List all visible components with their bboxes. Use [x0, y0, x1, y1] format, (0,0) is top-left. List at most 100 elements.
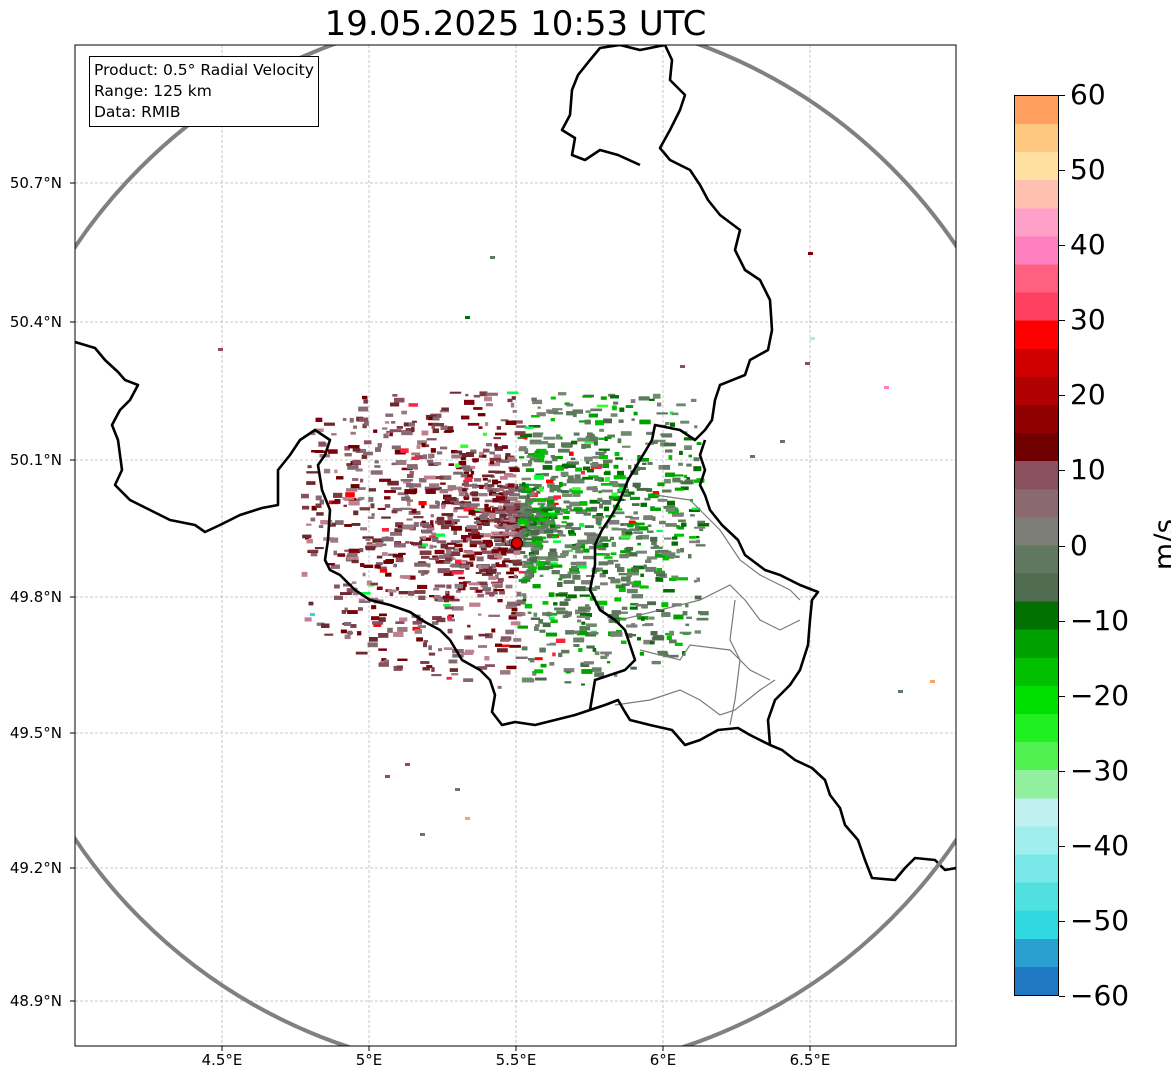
echo-cell	[578, 420, 590, 423]
echo-cell	[632, 482, 641, 488]
echo-cell	[372, 621, 384, 625]
echo-cell	[556, 610, 568, 615]
echo-cell	[348, 548, 360, 554]
echo-cell	[545, 520, 553, 524]
echo-cell	[405, 428, 415, 431]
echo-cell	[545, 566, 554, 569]
echo-cell	[576, 630, 587, 636]
echo-cell	[423, 642, 427, 648]
echo-cell	[480, 547, 487, 551]
echo-cell	[656, 412, 668, 415]
echo-cell	[526, 483, 536, 486]
echo-cell	[389, 592, 394, 596]
echo-cell	[464, 649, 475, 654]
echo-cell	[630, 521, 637, 526]
echo-cell	[438, 648, 443, 652]
echo-cell	[505, 420, 517, 425]
echo-cell	[604, 436, 608, 441]
echo-cell	[685, 604, 689, 608]
radar-site-marker[interactable]	[511, 537, 523, 549]
echo-cell	[594, 651, 600, 656]
echo-cell	[352, 590, 359, 596]
echo-cell	[370, 503, 375, 509]
echo-cell	[694, 425, 698, 429]
echo-cell	[587, 469, 594, 473]
echo-cell	[361, 454, 368, 459]
echo-cell	[364, 421, 369, 426]
echo-cell	[470, 470, 475, 475]
echo-cell	[385, 413, 394, 417]
echo-cell	[592, 462, 599, 467]
echo-cell	[402, 524, 414, 530]
echo-cell	[516, 599, 526, 605]
echo-cell	[492, 508, 498, 513]
echo-cell	[549, 642, 556, 645]
colorbar-tick-label: −50	[1070, 903, 1130, 937]
echo-cell	[488, 491, 497, 496]
echo-cell	[669, 577, 677, 581]
echo-cell	[620, 431, 632, 436]
colorbar-tick-mark	[1059, 320, 1065, 322]
echo-cell	[693, 457, 700, 462]
echo-cell	[522, 560, 531, 564]
echo-cell	[630, 399, 636, 403]
echo-cell	[617, 483, 627, 487]
echo-cell	[592, 541, 603, 545]
echo-cell	[465, 526, 473, 532]
echo-cell	[598, 526, 602, 529]
echo-cell	[506, 549, 518, 554]
echo-cell	[495, 510, 506, 514]
echo-cell	[594, 585, 600, 590]
echo-cell	[505, 629, 514, 635]
echo-cell	[519, 502, 528, 508]
echo-cell	[587, 486, 597, 490]
echo-cell	[440, 425, 448, 431]
echo-cell	[467, 422, 480, 426]
echo-cell	[463, 471, 469, 474]
echo-cell	[406, 518, 413, 521]
echo-cell	[532, 488, 536, 491]
echo-cell	[448, 659, 458, 664]
echo-cell	[395, 587, 400, 591]
echo-cell	[663, 654, 669, 658]
echo-cell	[625, 515, 633, 518]
echo-cell	[780, 440, 785, 443]
echo-cell	[590, 408, 603, 412]
echo-cell	[513, 550, 521, 555]
echo-cell	[434, 462, 442, 466]
echo-cell	[528, 425, 541, 428]
echo-cell	[335, 520, 344, 525]
echo-cell	[656, 555, 665, 558]
echo-cell	[347, 552, 358, 557]
echo-cell	[688, 509, 700, 512]
echo-cell	[690, 498, 693, 502]
echo-cell	[473, 407, 483, 410]
echo-cell	[463, 495, 469, 500]
echo-cell	[465, 393, 469, 397]
echo-cell	[395, 460, 407, 465]
echo-cell	[532, 538, 544, 542]
echo-cell	[654, 570, 666, 574]
echo-cell	[534, 484, 542, 487]
echo-cell	[531, 550, 539, 555]
colorbar-tick-mark	[1059, 395, 1065, 397]
echo-cell	[398, 591, 409, 595]
echo-cell	[810, 337, 815, 340]
echo-cell	[465, 316, 470, 319]
echo-cell	[481, 573, 493, 576]
echo-cell	[473, 394, 481, 398]
echo-cell	[485, 422, 489, 426]
echo-cell	[506, 496, 518, 502]
echo-cell	[669, 630, 674, 636]
echo-cell	[502, 459, 510, 463]
echo-cell	[467, 624, 471, 628]
echo-cell	[337, 553, 346, 557]
echo-cell	[482, 454, 487, 458]
echo-cell	[352, 448, 361, 452]
echo-cell	[621, 529, 632, 534]
echo-cell	[519, 456, 525, 459]
echo-cell	[487, 484, 495, 488]
echo-cell	[649, 616, 655, 620]
echo-cell	[613, 559, 619, 562]
